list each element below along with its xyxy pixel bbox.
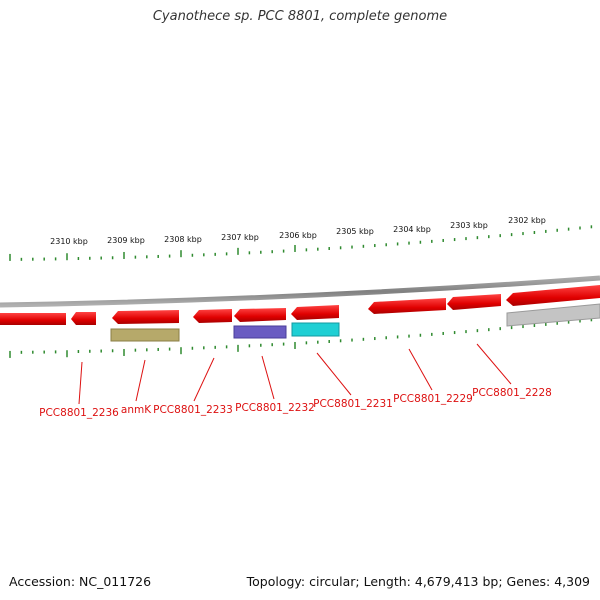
gene-arrow[interactable] (234, 308, 286, 322)
ruler-label: 2308 kbp (164, 235, 202, 244)
feature-cyan[interactable] (291, 322, 340, 337)
genome-backbone (0, 275, 600, 308)
gene-arrow[interactable] (112, 310, 179, 324)
map-title: Cyanothece sp. PCC 8801, complete genome (152, 9, 448, 24)
gene-label[interactable]: PCC8801_2231 (313, 398, 393, 410)
ruler-label: 2304 kbp (393, 225, 431, 234)
gene-track[interactable] (0, 285, 600, 325)
label-leader-line (135, 359, 146, 402)
feature-purple[interactable] (233, 325, 287, 339)
ruler-label: 2306 kbp (279, 231, 317, 240)
gene-label[interactable]: PCC8801_2232 (235, 402, 315, 414)
ruler-bottom (9, 318, 593, 358)
ruler-label: 2310 kbp (50, 237, 88, 246)
ruler-label: 2302 kbp (508, 216, 546, 225)
label-leader-line (316, 352, 352, 396)
gene-arrow[interactable] (0, 313, 66, 325)
gene-label[interactable]: PCC8801_2233 (153, 404, 233, 416)
gene-arrow[interactable] (506, 285, 600, 306)
gene-arrow[interactable] (291, 305, 339, 320)
gene-arrow[interactable] (193, 309, 232, 323)
gene-arrow[interactable] (368, 298, 446, 314)
gene-labels[interactable]: PCC8801_2236 anmK PCC8801_2233 PCC8801_2232… (39, 387, 552, 419)
gene-label[interactable]: PCC8801_2228 (472, 387, 552, 399)
ruler-label: 2307 kbp (221, 233, 259, 242)
label-leader-line (408, 348, 433, 391)
feature-khaki[interactable] (110, 328, 180, 342)
genome-summary-text: Topology: circular; Length: 4,679,413 bp… (246, 574, 590, 589)
gene-arrow[interactable] (71, 312, 96, 325)
gene-arrow[interactable] (447, 294, 501, 310)
ruler-label: 2305 kbp (336, 227, 374, 236)
label-leader-line (78, 361, 83, 405)
accession-text: Accession: NC_011726 (9, 574, 152, 589)
ruler-label: 2309 kbp (107, 236, 145, 245)
gene-label[interactable]: anmK (121, 404, 152, 416)
label-leader-line (476, 343, 512, 385)
ruler-label: 2303 kbp (450, 221, 488, 230)
label-leader-line (193, 357, 215, 402)
ruler-top: 2310 kbp 2309 kbp 2308 kbp 2307 kbp 2306 kbp… (9, 216, 593, 261)
feature-grey[interactable] (506, 303, 600, 327)
label-leaders (78, 343, 512, 405)
label-leader-line (261, 355, 275, 400)
gene-label[interactable]: PCC8801_2236 (39, 407, 119, 419)
gene-label[interactable]: PCC8801_2229 (393, 393, 473, 405)
